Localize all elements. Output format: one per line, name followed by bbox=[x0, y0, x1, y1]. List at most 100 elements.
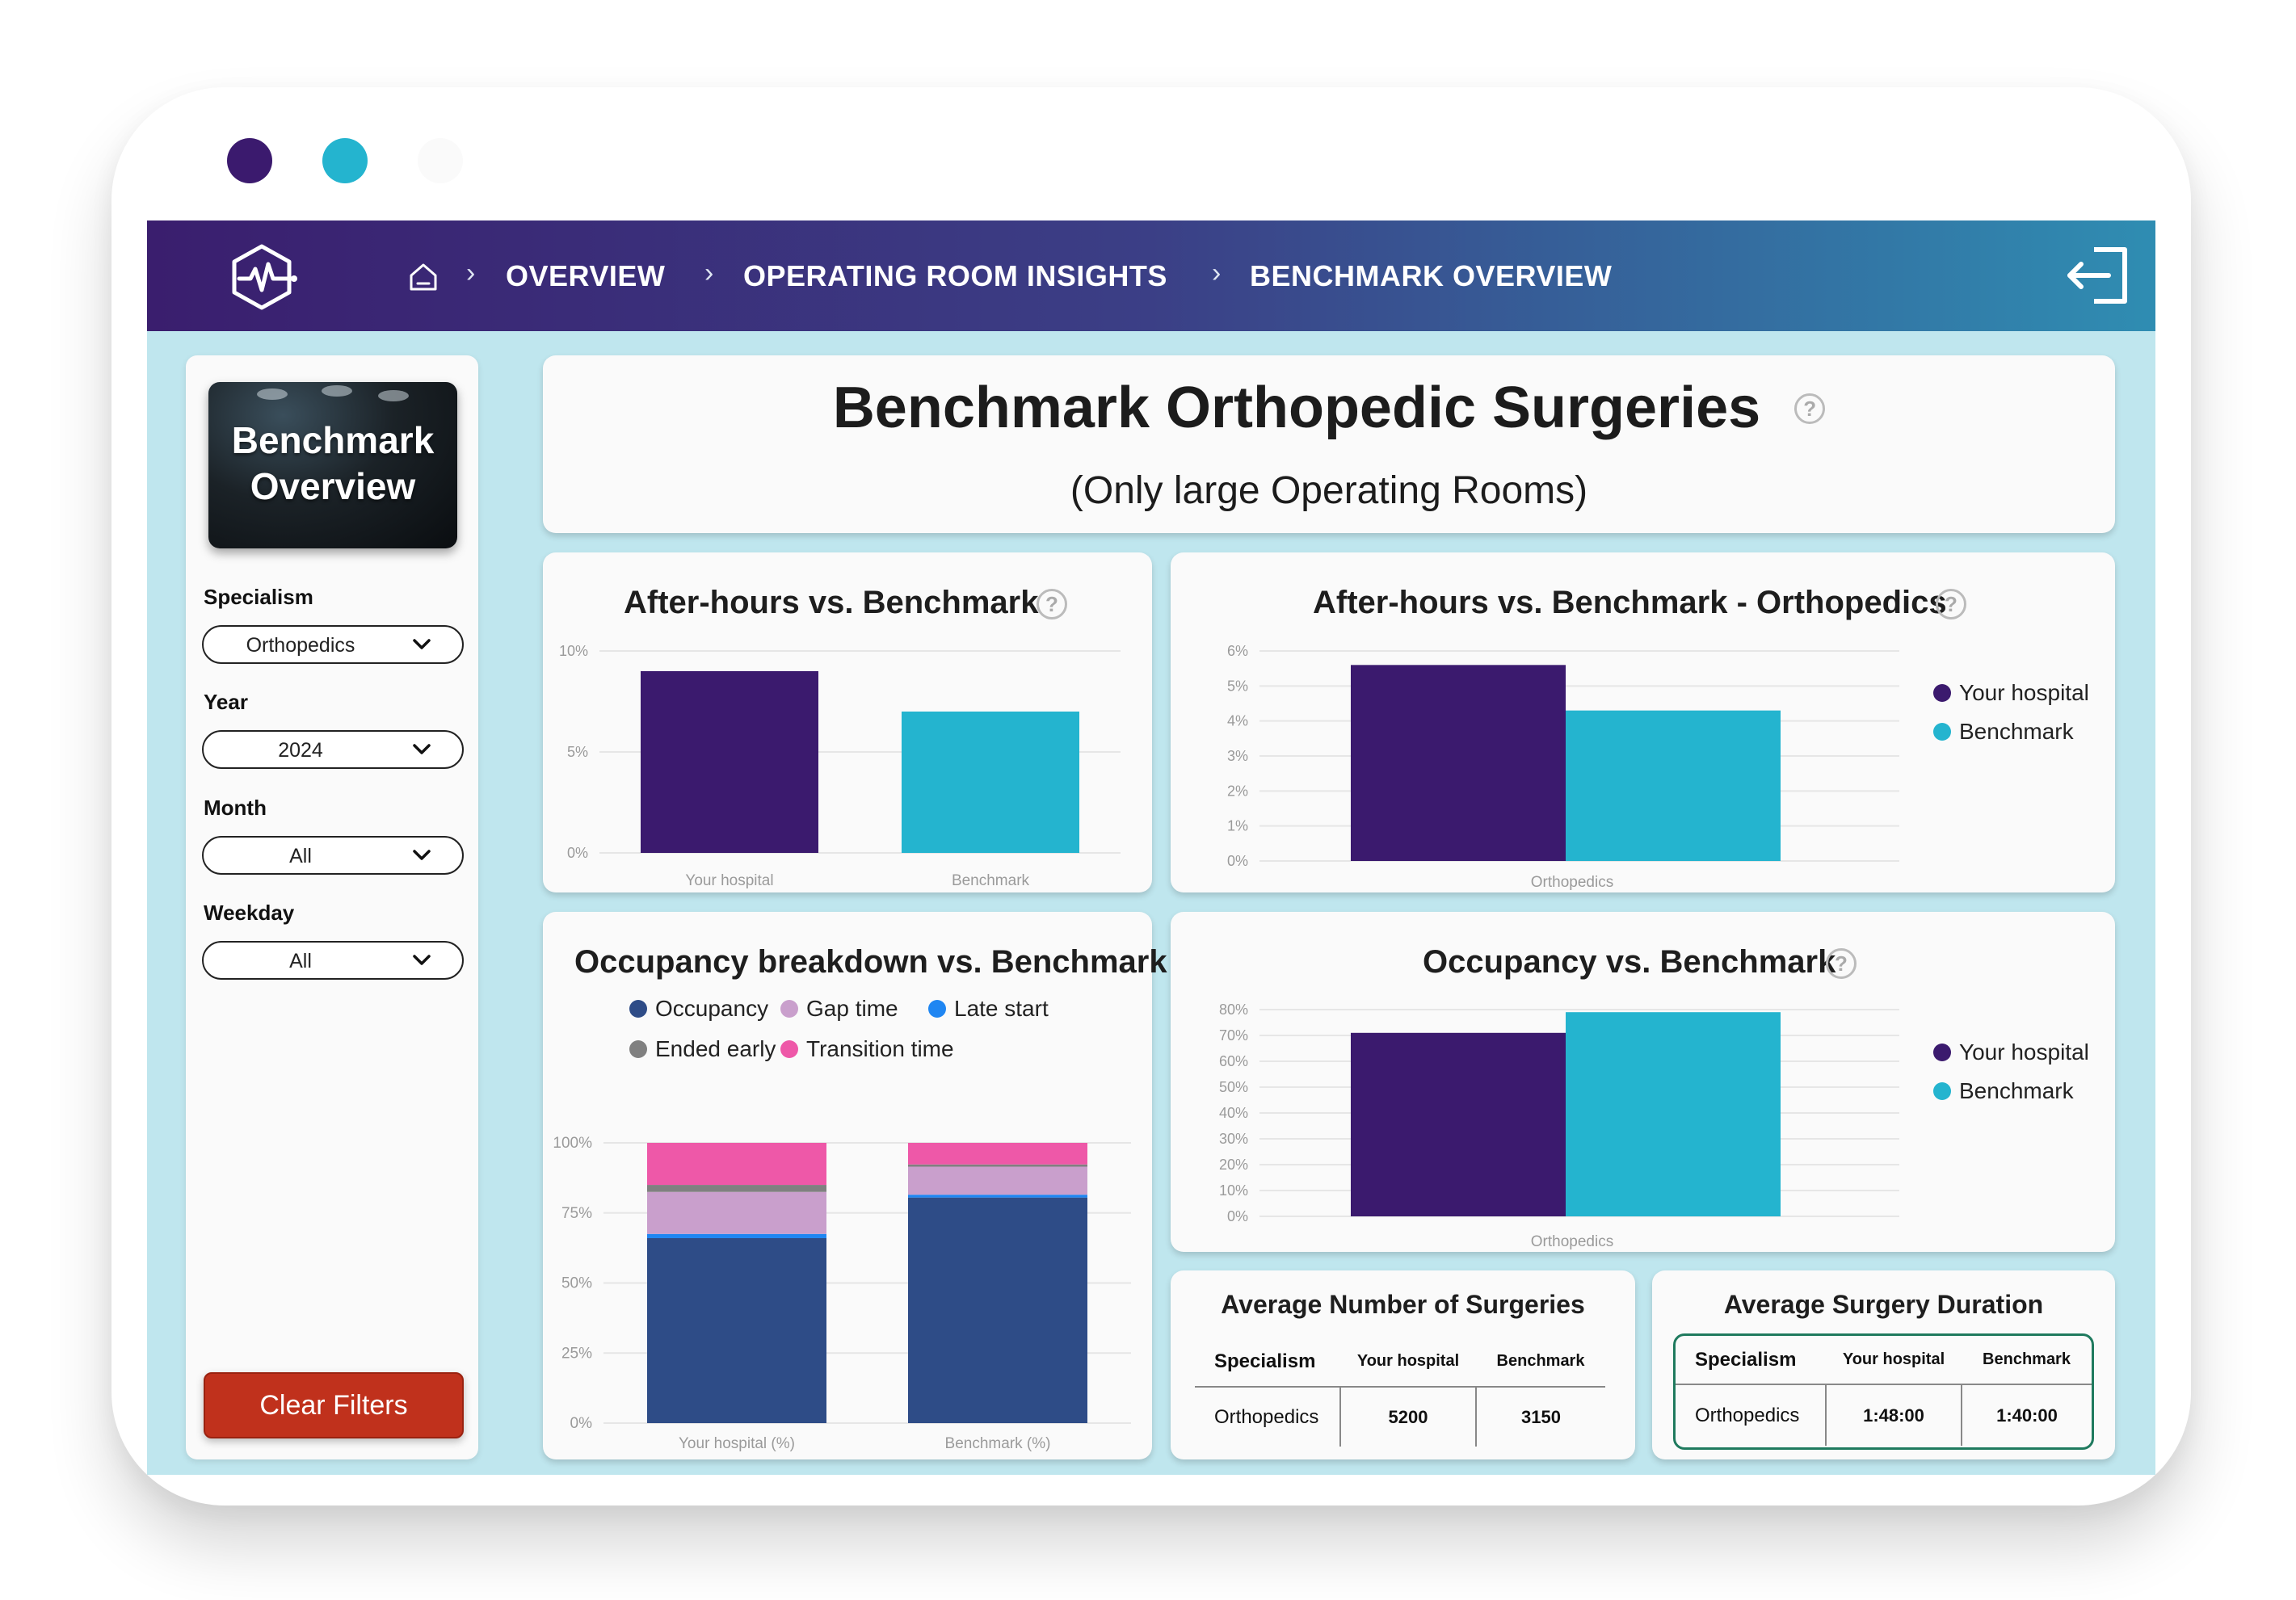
legend-label: Your hospital bbox=[1959, 680, 2089, 705]
specialism-select-value: Orthopedics bbox=[246, 634, 355, 657]
y-tick-label: 40% bbox=[1219, 1105, 1248, 1121]
x-tick-label: Benchmark bbox=[952, 872, 1030, 889]
legend-label: Ended early bbox=[655, 1036, 776, 1061]
table-row: Orthopedics 5200 3150 bbox=[1195, 1387, 1605, 1447]
dashboard-screen: › OVERVIEW › OPERATING ROOM INSIGHTS › B… bbox=[147, 220, 2155, 1475]
bar-segment bbox=[647, 1233, 826, 1238]
surgical-light-icon bbox=[378, 390, 409, 401]
legend-item-late-start[interactable]: Late start bbox=[928, 996, 1049, 1022]
y-tick-label: 10% bbox=[559, 643, 588, 659]
filter-label-specialism: Specialism bbox=[204, 585, 313, 609]
specialism-select[interactable]: Orthopedics bbox=[202, 625, 464, 664]
legend-dot bbox=[1933, 723, 1951, 741]
chevron-down-icon bbox=[413, 744, 431, 754]
y-tick-label: 5% bbox=[1227, 678, 1248, 694]
page-title: Benchmark Orthopedic Surgeries ? bbox=[543, 375, 2115, 441]
after-hours-chart: 0% 5% 10% Your hospital Benchmark bbox=[559, 643, 1121, 889]
bar-segment bbox=[647, 1237, 826, 1423]
bar bbox=[1566, 710, 1781, 861]
hero-title: Benchmark Overview bbox=[231, 419, 435, 507]
page-title-text: Benchmark Orthopedic Surgeries bbox=[832, 376, 1761, 440]
after-hours-card: After-hours vs. Benchmark ? 0% 5% 10% Your … bbox=[543, 552, 1152, 892]
legend-dot bbox=[1933, 684, 1951, 702]
month-select[interactable]: All bbox=[202, 836, 464, 875]
bar-segment bbox=[908, 1143, 1087, 1165]
avg-surgeries-table: Specialism Your hospital Benchmark Ortho… bbox=[1195, 1337, 1605, 1447]
occupancy-breakdown-card: Occupancy breakdown vs. Benchmark Occupa… bbox=[543, 912, 1167, 1459]
y-tick-label: 5% bbox=[567, 744, 588, 760]
legend-dot bbox=[1933, 1044, 1951, 1061]
logout-icon[interactable] bbox=[2062, 243, 2131, 308]
filter-sidebar: Benchmark Overview Specialism Orthopedic… bbox=[186, 355, 478, 1459]
cell-specialism: Orthopedics bbox=[1214, 1405, 1319, 1428]
legend-item-your-hospital[interactable]: Your hospital bbox=[1933, 680, 2089, 706]
breadcrumb-overview[interactable]: OVERVIEW bbox=[506, 259, 666, 292]
bar bbox=[1351, 665, 1566, 861]
occupancy-card: Occupancy vs. Benchmark ? 0% 10% 20% 30% 40%… bbox=[1171, 912, 2115, 1252]
benchmark-overview-hero-image: Benchmark Overview bbox=[208, 382, 457, 548]
y-tick-label: 60% bbox=[1219, 1053, 1248, 1069]
legend-item-ended-early[interactable]: Ended early bbox=[629, 1036, 776, 1062]
bar bbox=[1566, 1012, 1781, 1216]
home-icon[interactable] bbox=[407, 261, 439, 293]
chevron-right-icon: › bbox=[704, 258, 714, 288]
clear-filters-button[interactable]: Clear Filters bbox=[204, 1372, 464, 1438]
bar-segment bbox=[647, 1191, 826, 1234]
legend-dot bbox=[780, 1040, 798, 1058]
y-tick-label: 70% bbox=[1219, 1027, 1248, 1044]
occupancy-title: Occupancy vs. Benchmark bbox=[1423, 944, 1836, 980]
bar-segment bbox=[908, 1166, 1087, 1195]
legend-label: Benchmark bbox=[1959, 1078, 2074, 1103]
cell-your-hospital: 1:48:00 bbox=[1825, 1384, 1962, 1446]
legend-label: Late start bbox=[954, 996, 1049, 1021]
legend-item-gap-time[interactable]: Gap time bbox=[780, 996, 898, 1022]
column-header-your-hospital: Your hospital bbox=[1826, 1336, 1962, 1385]
legend-label: Your hospital bbox=[1959, 1039, 2089, 1065]
help-icon[interactable]: ? bbox=[1826, 948, 1857, 979]
legend-item-your-hospital[interactable]: Your hospital bbox=[1933, 1039, 2089, 1065]
x-tick-label: Orthopedics bbox=[1531, 1233, 1613, 1250]
y-tick-label: 0% bbox=[567, 845, 588, 861]
y-tick-label: 0% bbox=[570, 1415, 593, 1432]
legend-label: Benchmark bbox=[1959, 719, 2074, 744]
x-tick-label: Orthopedics bbox=[1531, 874, 1613, 891]
filter-label-month: Month bbox=[204, 796, 267, 820]
y-tick-label: 20% bbox=[1219, 1157, 1248, 1173]
bar bbox=[641, 671, 818, 853]
page-title-card: Benchmark Orthopedic Surgeries ? (Only l… bbox=[543, 355, 2115, 533]
column-header-specialism: Specialism bbox=[1676, 1336, 1826, 1385]
column-header-benchmark: Benchmark bbox=[1962, 1336, 2092, 1385]
after-hours-title: After-hours vs. Benchmark bbox=[624, 585, 1039, 620]
column-header-your-hospital: Your hospital bbox=[1340, 1337, 1476, 1388]
avg-surgeries-card: Average Number of Surgeries Specialism Y… bbox=[1171, 1270, 1635, 1459]
cell-specialism: Orthopedics bbox=[1695, 1404, 1800, 1426]
help-icon[interactable]: ? bbox=[1936, 589, 1966, 619]
help-icon[interactable]: ? bbox=[1037, 589, 1067, 619]
legend-label: Gap time bbox=[806, 996, 898, 1021]
y-tick-label: 80% bbox=[1219, 1002, 1248, 1018]
heartbeat-hexagon-icon[interactable] bbox=[226, 241, 297, 313]
chevron-right-icon: › bbox=[466, 258, 476, 288]
avg-duration-table-frame: Specialism Your hospital Benchmark Ortho… bbox=[1673, 1333, 2094, 1450]
table-header-row: Specialism Your hospital Benchmark bbox=[1195, 1337, 1605, 1388]
chevron-down-icon bbox=[413, 639, 431, 649]
year-select[interactable]: 2024 bbox=[202, 730, 464, 769]
legend-item-benchmark[interactable]: Benchmark bbox=[1933, 1078, 2074, 1104]
occupancy-chart: 0% 10% 20% 30% 40% 50% 60% 70% 80% Orthopedics bbox=[1219, 1002, 1899, 1250]
cell-your-hospital: 5200 bbox=[1339, 1387, 1476, 1447]
month-select-value: All bbox=[289, 845, 312, 867]
weekday-select[interactable]: All bbox=[202, 941, 464, 980]
column-header-benchmark: Benchmark bbox=[1476, 1337, 1605, 1388]
y-tick-label: 3% bbox=[1227, 748, 1248, 764]
legend-item-occupancy[interactable]: Occupancy bbox=[629, 996, 768, 1022]
breadcrumb-operating-room-insights[interactable]: OPERATING ROOM INSIGHTS bbox=[743, 259, 1167, 292]
legend-label: Transition time bbox=[806, 1036, 954, 1061]
bar-segment bbox=[647, 1185, 826, 1192]
bar-segment bbox=[647, 1143, 826, 1186]
legend-item-transition-time[interactable]: Transition time bbox=[780, 1036, 954, 1062]
x-tick-label: Your hospital bbox=[685, 872, 773, 889]
help-icon[interactable]: ? bbox=[1794, 393, 1826, 424]
x-tick-label: Benchmark (%) bbox=[945, 1435, 1051, 1452]
legend-item-benchmark[interactable]: Benchmark bbox=[1933, 719, 2074, 745]
chevron-right-icon: › bbox=[1212, 258, 1222, 288]
